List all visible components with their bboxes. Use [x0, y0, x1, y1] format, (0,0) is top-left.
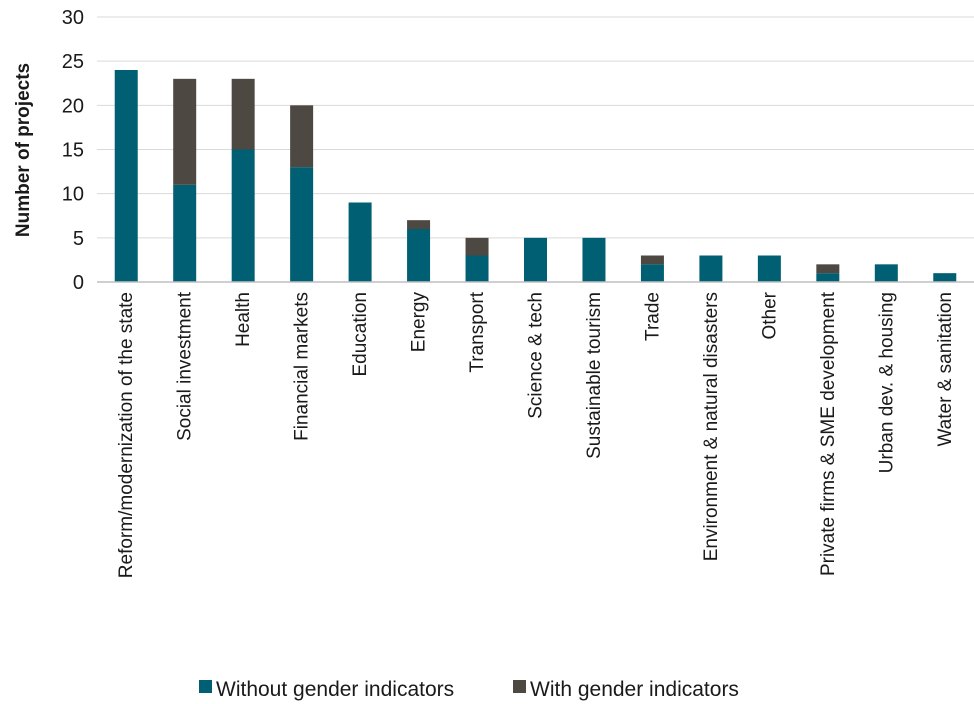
- legend-swatch-without-gender: [199, 680, 212, 693]
- x-tick-label: Other: [759, 291, 780, 339]
- bar-without-gender-5: [407, 229, 431, 282]
- gridlines: [97, 16, 974, 239]
- y-tick-label: 0: [73, 272, 84, 294]
- bar-without-gender-10: [699, 255, 723, 282]
- x-tick-label: Trade: [642, 292, 663, 341]
- x-tick-label: Environment & natural disasters: [701, 292, 722, 561]
- bar-with-gender-6: [465, 237, 489, 256]
- bar-without-gender-8: [582, 237, 606, 282]
- x-tick-label: Science & tech: [526, 292, 547, 419]
- bar-with-gender-1: [173, 78, 197, 185]
- y-tick-label: 30: [62, 7, 84, 29]
- y-axis-label: Number of projects: [13, 63, 34, 237]
- x-tick-label: Reform/modernization of the state: [116, 292, 137, 578]
- bar-without-gender-4: [348, 202, 372, 282]
- x-tick-label: Water & sanitation: [935, 292, 956, 447]
- bar-with-gender-2: [231, 78, 255, 150]
- bar-with-gender-12: [816, 264, 840, 274]
- bar-without-gender-3: [290, 167, 314, 282]
- legend-label-with-gender: With gender indicators: [530, 678, 739, 701]
- bar-with-gender-3: [290, 105, 314, 168]
- x-tick-label: Transport: [467, 291, 488, 372]
- y-tick-label: 20: [62, 95, 84, 117]
- x-tick-label: Financial markets: [292, 292, 313, 441]
- y-tick-label: 15: [62, 140, 84, 162]
- x-axis-ticks: Reform/modernization of the state Social …: [116, 291, 956, 578]
- bar-with-gender-9: [640, 255, 664, 265]
- y-tick-label: 5: [73, 228, 84, 250]
- bar-without-gender-1: [173, 184, 197, 282]
- y-axis-ticks: 0 5 10 15 20 25 30: [62, 7, 84, 294]
- x-tick-label: Energy: [409, 292, 430, 353]
- y-tick-label: 10: [62, 184, 84, 206]
- x-tick-label: Social investment: [175, 291, 196, 441]
- x-tick-label: Private firms & SME development: [818, 291, 839, 576]
- bar-without-gender-11: [757, 255, 781, 282]
- legend: Without gender indicators With gender in…: [199, 678, 739, 701]
- x-tick-label: Urban dev. & housing: [876, 292, 897, 473]
- bar-without-gender-13: [874, 264, 898, 282]
- legend-swatch-with-gender: [513, 680, 526, 693]
- legend-label-without-gender: Without gender indicators: [216, 678, 454, 701]
- bar-without-gender-12: [816, 273, 840, 282]
- bar-without-gender-6: [465, 255, 489, 282]
- bar-without-gender-7: [524, 237, 547, 282]
- y-tick-label: 25: [62, 51, 84, 73]
- bar-without-gender-9: [640, 264, 664, 282]
- bar-without-gender-2: [231, 149, 255, 282]
- bar-without-gender-14: [933, 273, 957, 282]
- bar-without-gender-0: [114, 70, 138, 282]
- x-tick-label: Health: [233, 292, 254, 347]
- bar-with-gender-5: [407, 220, 431, 229]
- bars: [114, 70, 957, 282]
- x-tick-label: Education: [350, 292, 371, 377]
- x-tick-label: Sustainable tourism: [584, 292, 605, 459]
